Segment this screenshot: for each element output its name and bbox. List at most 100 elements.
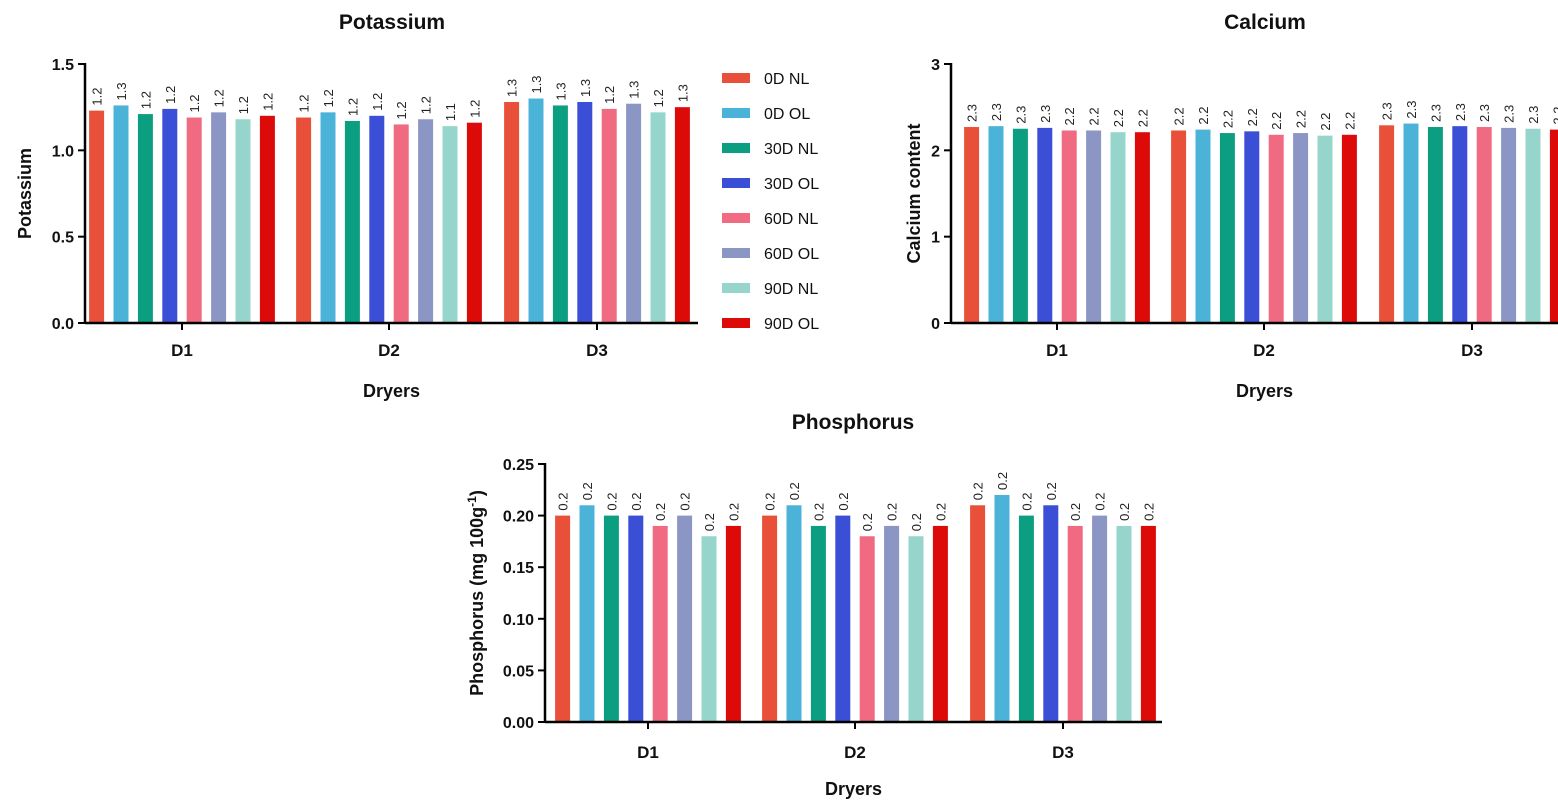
phosphorus-y-tick-label: 0.25: [503, 457, 534, 474]
calcium-bar: [1403, 123, 1419, 323]
calcium-bar: [1110, 132, 1126, 323]
potassium-y-tick-label: 1.0: [52, 143, 74, 160]
potassium-bar: [650, 112, 666, 323]
phosphorus-data-label: 0.2: [836, 493, 851, 511]
calcium-x-tick-label: D1: [1046, 341, 1068, 360]
phosphorus-bar: [786, 505, 802, 722]
calcium-x-tick-label: D2: [1253, 341, 1275, 360]
potassium-bar: [162, 108, 178, 323]
calcium-data-label: 2.2: [1245, 108, 1260, 126]
legend-label: 90D NL: [764, 281, 818, 298]
calcium-chart: Calcium 0 1 2 3 2.3 2.2 2.3 2.3 2.2 2.3 2.3 2.2 2.3 2.…: [904, 11, 1558, 401]
potassium-x-axis-label: Dryers: [363, 381, 420, 401]
calcium-bar: [964, 127, 980, 323]
legend-label: 0D OL: [764, 106, 810, 123]
calcium-data-label: 2.2: [1269, 112, 1284, 130]
phosphorus-title: Phosphorus: [792, 411, 915, 434]
legend-swatch: [722, 143, 750, 153]
potassium-x-tick-label: D2: [378, 341, 400, 360]
phosphorus-data-label: 0.2: [1093, 493, 1108, 511]
potassium-bar: [626, 103, 642, 323]
phosphorus-y-axis-label-main: Phosphorus (mg 100g: [467, 507, 487, 696]
phosphorus-bar: [859, 536, 875, 722]
phosphorus-bar: [970, 505, 986, 722]
calcium-bar: [1452, 126, 1468, 323]
calcium-data-label: 2.3: [1453, 103, 1468, 121]
calcium-data-label: 2.2: [1135, 109, 1150, 127]
potassium-data-label: 1.2: [212, 89, 227, 107]
phosphorus-y-axis-label-suffix: ): [467, 490, 487, 496]
potassium-data-label: 1.2: [602, 86, 617, 104]
calcium-bar: [1427, 127, 1443, 323]
potassium-data-label: 1.3: [114, 82, 129, 100]
potassium-x-tick-label: D3: [586, 341, 608, 360]
phosphorus-bar: [725, 525, 741, 722]
legend-label: 0D NL: [764, 71, 809, 88]
potassium-bar: [369, 115, 385, 323]
legend: 0D NL 0D OL 30D NL 30D OL 60D NL 60D OL 90D NL…: [722, 71, 819, 333]
calcium-bar: [1341, 134, 1357, 323]
phosphorus-bar: [810, 525, 826, 722]
potassium-data-label: 1.2: [370, 93, 385, 111]
calcium-title: Calcium: [1224, 11, 1306, 34]
calcium-bar: [1037, 127, 1053, 324]
phosphorus-x-tick-label: D1: [637, 743, 659, 762]
calcium-bar: [988, 126, 1004, 323]
phosphorus-bar: [603, 515, 619, 722]
potassium-data-label: 1.2: [90, 88, 105, 106]
potassium-bar: [235, 119, 251, 324]
calcium-bar: [1061, 130, 1077, 323]
potassium-data-label: 1.3: [529, 75, 544, 93]
potassium-bar: [113, 105, 129, 323]
potassium-bar: [320, 112, 336, 323]
legend-label: 60D OL: [764, 246, 819, 263]
calcium-y-tick-label: 2: [931, 143, 940, 160]
phosphorus-bar: [762, 515, 778, 722]
potassium-y-tick-label: 1.5: [52, 57, 74, 74]
potassium-data-label: 1.2: [651, 89, 666, 107]
phosphorus-bar: [1092, 515, 1108, 722]
potassium-y-axis-label-main: Potassium: [15, 148, 35, 239]
calcium-data-label: 2.2: [1087, 107, 1102, 125]
legend-swatch: [722, 283, 750, 293]
calcium-data-label: 2.3: [1477, 104, 1492, 122]
phosphorus-data-label: 0.2: [860, 513, 875, 531]
potassium-data-label: 1.2: [297, 94, 312, 112]
calcium-y-tick-label: 1: [931, 230, 940, 247]
calcium-bar: [1379, 125, 1395, 324]
phosphorus-data-label: 0.2: [702, 513, 717, 531]
calcium-bar: [1171, 130, 1187, 323]
potassium-data-label: 1.2: [419, 96, 434, 114]
potassium-data-label: 1.2: [467, 100, 482, 118]
phosphorus-data-label: 0.2: [933, 503, 948, 521]
potassium-bar: [577, 101, 593, 323]
phosphorus-data-label: 0.2: [909, 513, 924, 531]
calcium-bar: [1244, 131, 1260, 323]
phosphorus-bar: [1140, 525, 1156, 722]
calcium-data-label: 2.3: [1038, 105, 1053, 123]
phosphorus-bar: [1067, 525, 1083, 722]
legend-label: 60D NL: [764, 211, 818, 228]
phosphorus-bar: [1018, 515, 1034, 722]
legend-swatch: [722, 178, 750, 188]
phosphorus-data-label: 0.2: [653, 503, 668, 521]
calcium-data-label: 2.2: [1220, 110, 1235, 128]
potassium-bar: [89, 110, 105, 324]
phosphorus-bar: [1116, 525, 1132, 722]
potassium-chart: Potassium 0.0 0.5 1.0 1.5 1.2 1.2 1.3 1.3 1.2 1.3 1…: [15, 11, 698, 401]
potassium-bar: [186, 117, 202, 323]
calcium-bar: [1086, 130, 1102, 323]
calcium-data-label: 2.3: [1013, 106, 1028, 124]
calcium-x-tick-label: D3: [1461, 341, 1483, 360]
phosphorus-data-label: 0.2: [1019, 493, 1034, 511]
calcium-data-label: 2.2: [1196, 107, 1211, 125]
phosphorus-data-label: 0.2: [995, 472, 1010, 490]
potassium-data-label: 1.1: [443, 103, 458, 121]
calcium-bar: [1549, 129, 1558, 323]
legend-swatch: [722, 73, 750, 83]
calcium-data-label: 2.2: [1294, 110, 1309, 128]
calcium-y-tick-label: 3: [931, 57, 940, 74]
potassium-x-tick-label: D1: [171, 341, 193, 360]
phosphorus-x-axis-label: Dryers: [825, 779, 882, 799]
phosphorus-bar: [652, 525, 668, 722]
